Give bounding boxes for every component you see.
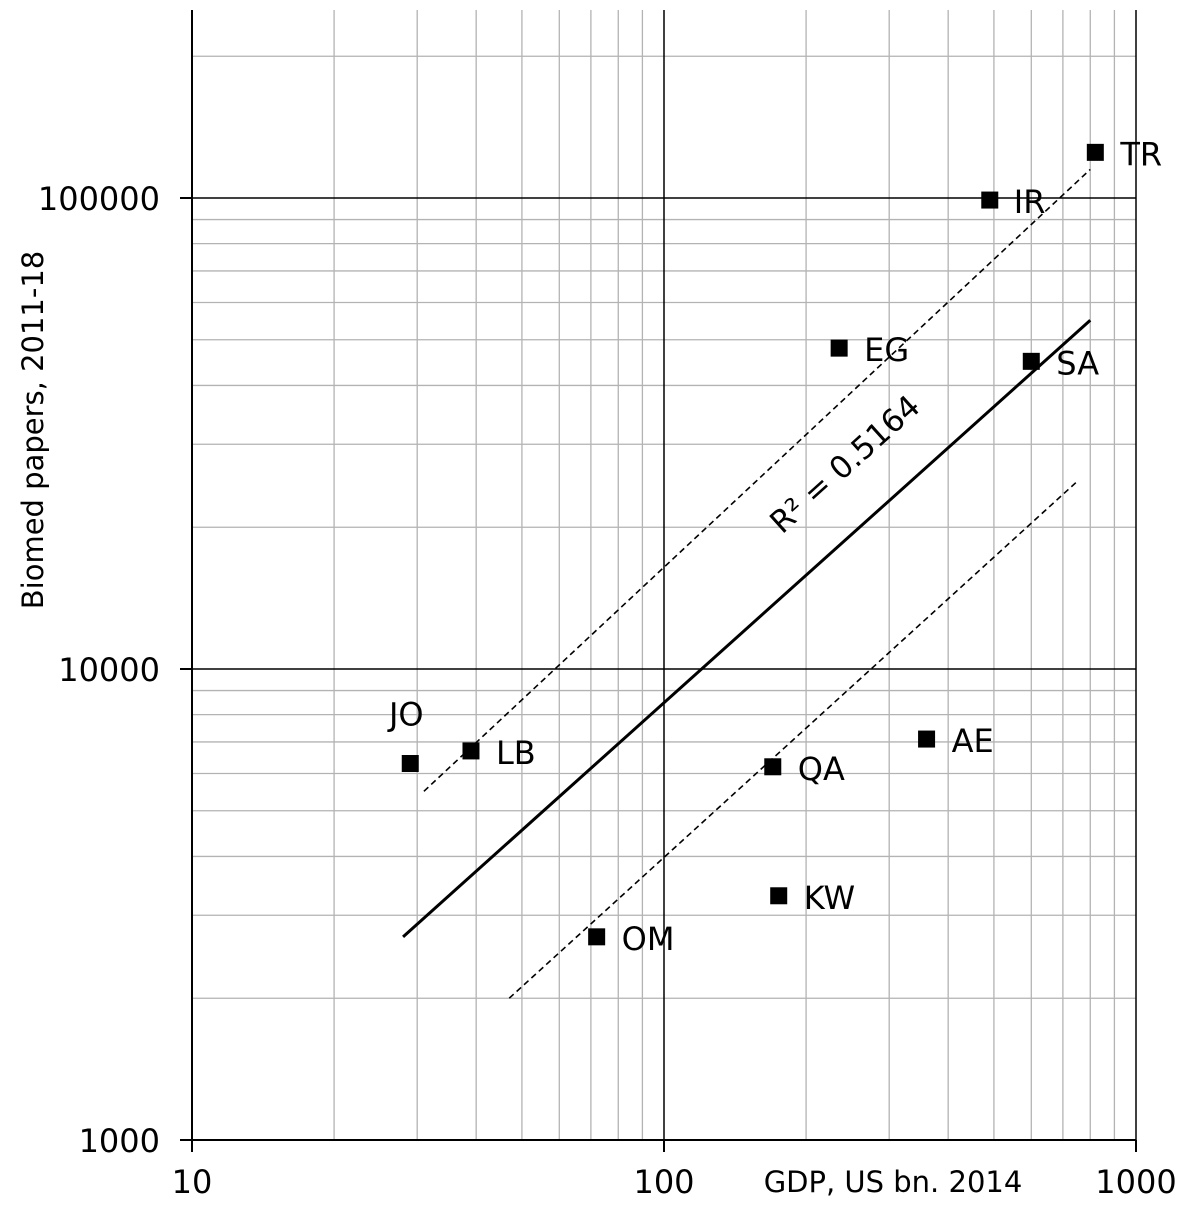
y-tick-label: 1000: [79, 1122, 160, 1160]
r2-label: R² = 0.5164: [763, 388, 927, 540]
data-point-ir: [981, 191, 999, 209]
data-label-om: OM: [622, 920, 675, 958]
x-tick-label: 10: [172, 1163, 213, 1201]
data-point-kw: [770, 887, 788, 905]
x-axis-title: GDP, US bn. 2014: [764, 1165, 1023, 1199]
fit-band-upper-line: [423, 168, 1091, 792]
data-label-ae: AE: [952, 722, 994, 760]
fit-layer: R² = 0.5164: [402, 168, 1092, 999]
data-label-lb: LB: [496, 734, 536, 772]
data-label-ir: IR: [1014, 183, 1046, 221]
data-point-om: [588, 928, 606, 946]
data-label-eg: EG: [864, 331, 909, 369]
data-point-lb: [462, 742, 480, 760]
data-label-sa: SA: [1056, 344, 1099, 382]
axes: [180, 10, 1137, 1152]
x-tick-label: 1000: [1095, 1163, 1176, 1201]
data-point-jo: [401, 755, 419, 773]
y-axis-title: Biomed papers, 2011-18: [16, 251, 50, 609]
y-tick-label: 10000: [58, 651, 160, 689]
fit-band-lower-line: [508, 480, 1078, 999]
y-tick-label: 100000: [38, 180, 160, 218]
data-label-jo: JO: [387, 696, 424, 734]
data-point-tr: [1086, 143, 1104, 161]
fit-line: [402, 319, 1092, 938]
data-label-qa: QA: [798, 750, 845, 788]
tick-labels: 10 100 1000 1000 10000 100000: [38, 180, 1177, 1201]
data-point-ae: [918, 730, 936, 748]
data-point-sa: [1022, 352, 1040, 370]
data-label-tr: TR: [1119, 135, 1162, 173]
data-point-qa: [764, 758, 782, 776]
data-label-kw: KW: [804, 879, 855, 917]
points-layer: JO LB OM QA KW EG AE IR SA TR: [387, 135, 1162, 957]
data-point-eg: [830, 339, 848, 357]
x-tick-label: 100: [633, 1163, 694, 1201]
